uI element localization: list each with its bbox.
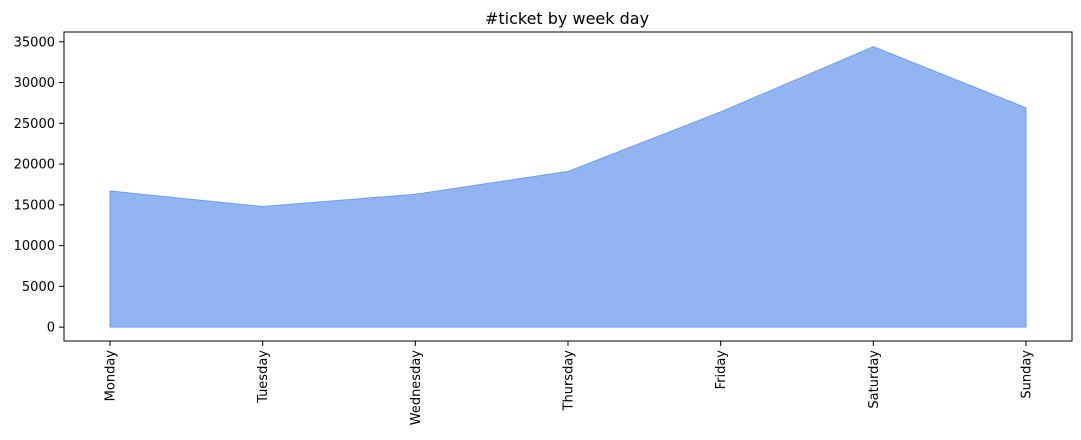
area-series: [109, 46, 1027, 328]
x-tick-label: Tuesday: [256, 350, 271, 404]
x-tick-label: Sunday: [1020, 350, 1035, 399]
x-tick-label: Monday: [104, 350, 119, 402]
y-tick-label: 35000: [14, 35, 55, 50]
x-tick-label: Friday: [714, 350, 729, 390]
x-tick-label: Saturday: [867, 350, 882, 409]
plot-layer: [109, 46, 1027, 328]
x-tick-label: Wednesday: [409, 350, 424, 426]
y-tick-label: 5000: [22, 280, 55, 295]
axes-layer: 0 5000 10000 15000 20000 25000 30000 35000 Monda…: [14, 35, 1035, 425]
x-tick-label: Thursday: [562, 350, 577, 412]
y-tick-label: 20000: [14, 158, 55, 173]
y-tick-label: 25000: [14, 117, 55, 132]
y-tick-label: 30000: [14, 76, 55, 91]
y-tick-label: 15000: [14, 198, 55, 213]
plot-frame: [63, 31, 1073, 342]
chart-title: #ticket by week day: [485, 9, 649, 28]
y-tick-label: 10000: [14, 239, 55, 254]
y-tick-label: 0: [47, 321, 55, 336]
